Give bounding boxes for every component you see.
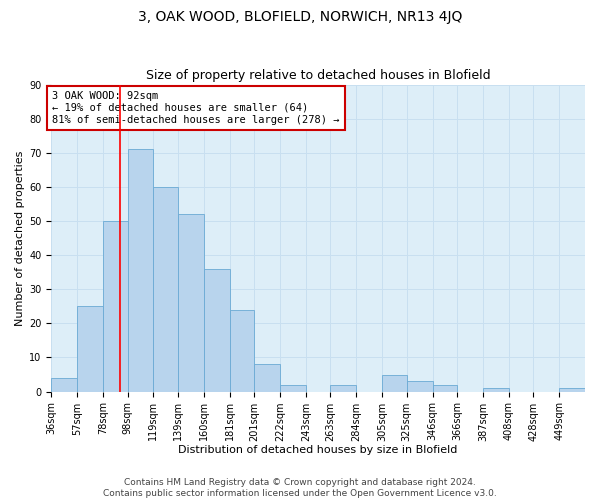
Bar	[407, 382, 433, 392]
Bar	[230, 310, 254, 392]
Bar	[154, 187, 178, 392]
Text: 3 OAK WOOD: 92sqm
← 19% of detached houses are smaller (64)
81% of semi-detached: 3 OAK WOOD: 92sqm ← 19% of detached hous…	[52, 92, 340, 124]
Text: Contains HM Land Registry data © Crown copyright and database right 2024.
Contai: Contains HM Land Registry data © Crown c…	[103, 478, 497, 498]
Bar	[382, 374, 407, 392]
Bar	[103, 221, 128, 392]
Bar	[433, 385, 457, 392]
Bar	[331, 385, 356, 392]
Bar	[204, 269, 230, 392]
Bar	[559, 388, 585, 392]
Bar	[178, 214, 204, 392]
Bar	[483, 388, 509, 392]
Bar	[51, 378, 77, 392]
Bar	[254, 364, 280, 392]
Bar	[128, 150, 154, 392]
Title: Size of property relative to detached houses in Blofield: Size of property relative to detached ho…	[146, 69, 490, 82]
Y-axis label: Number of detached properties: Number of detached properties	[15, 150, 25, 326]
Text: 3, OAK WOOD, BLOFIELD, NORWICH, NR13 4JQ: 3, OAK WOOD, BLOFIELD, NORWICH, NR13 4JQ	[138, 10, 462, 24]
Bar	[280, 385, 306, 392]
Bar	[77, 306, 103, 392]
X-axis label: Distribution of detached houses by size in Blofield: Distribution of detached houses by size …	[178, 445, 458, 455]
